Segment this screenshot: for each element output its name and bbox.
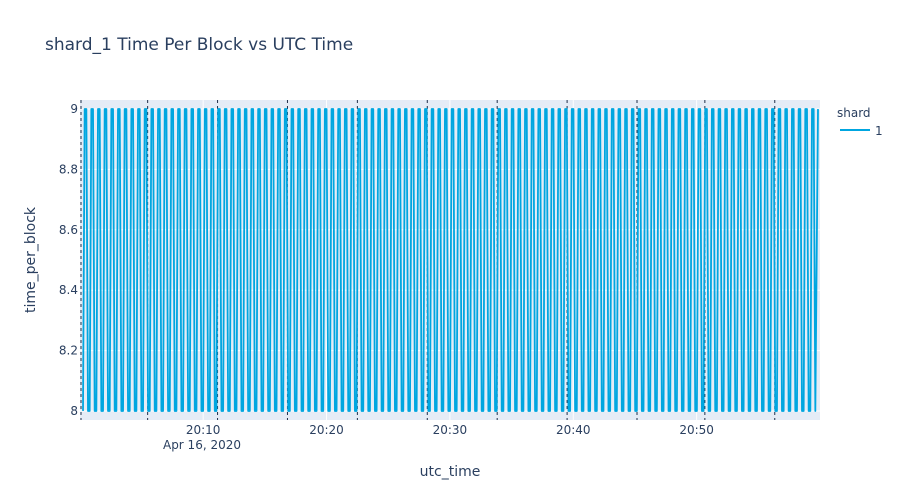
x-tick-date-label: Apr 16, 2020 <box>163 438 241 452</box>
y-tick-label: 8.2 <box>59 344 78 358</box>
x-axis-label: utc_time <box>420 464 481 480</box>
y-tick-label: 8.6 <box>59 223 78 237</box>
series-layer <box>82 108 819 412</box>
x-tick-label: 20:40 <box>556 423 591 437</box>
x-tick-label: 20:10 <box>186 423 221 437</box>
x-tick-label: 20:30 <box>433 423 468 437</box>
y-tick-label: 8 <box>70 404 78 418</box>
y-tick-label: 9 <box>70 102 78 116</box>
y-tick-label: 8.4 <box>59 283 78 297</box>
legend-entry-1: 1 <box>875 124 883 138</box>
y-axis-label: time_per_block <box>23 206 39 313</box>
series-line-1 <box>82 108 819 412</box>
x-tick-label: 20:50 <box>679 423 714 437</box>
x-tick-label: 20:20 <box>309 423 344 437</box>
x-axis-ticks: 20:10 20:20 20:30 20:40 20:50 <box>186 423 714 437</box>
y-tick-label: 8.8 <box>59 162 78 176</box>
chart-title: shard_1 Time Per Block vs UTC Time <box>45 35 353 55</box>
legend-title: shard <box>837 106 871 120</box>
y-axis-ticks: 8 8.2 8.4 8.6 8.8 9 <box>59 102 78 418</box>
legend[interactable]: shard 1 <box>837 106 883 138</box>
